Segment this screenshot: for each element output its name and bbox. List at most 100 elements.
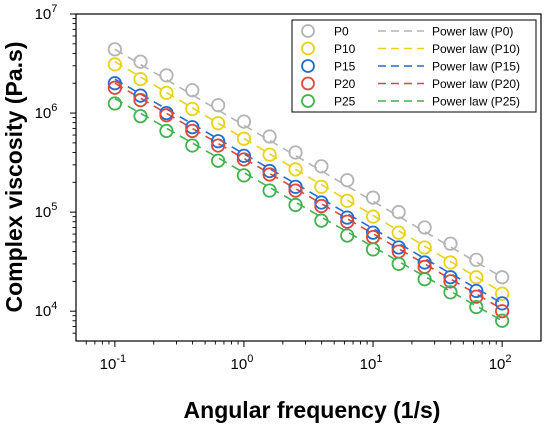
data-point-p25 [314,213,329,228]
data-point-p20 [159,108,174,123]
data-point-p25 [288,197,303,213]
legend-fit-label-p0: Power law (P0) [432,25,513,39]
data-point-p15 [443,270,458,285]
data-point-p10 [469,270,484,285]
data-point-p25 [159,123,174,139]
legend-marker-p10 [301,41,315,56]
data-point-p20 [443,274,458,289]
legend-fit-label-p10: Power law (P10) [432,42,520,56]
fit-lines-group [114,48,503,322]
legend: P0 Power law (P0) P10 Power law (P10) P15 Pow… [291,19,537,113]
data-point-p0 [495,270,510,285]
data-point-p0 [314,159,329,174]
data-point-p0 [211,98,226,113]
data-point-p15 [288,179,303,194]
data-point-p15 [133,88,148,103]
data-point-p25 [417,272,432,287]
data-point-p20 [288,183,303,198]
ticks-group: 10-1 100 101 102 104 105 106 107 [35,3,512,373]
x-tick-label: 102 [489,353,512,373]
plot-frame-group [75,13,542,342]
data-point-p25 [107,96,122,111]
data-point-p20 [107,80,122,95]
data-point-p0 [262,129,277,144]
legend-fit-label-p20: Power law (P20) [432,77,520,91]
data-point-p0 [417,220,432,235]
x-tick-label: 101 [360,353,383,373]
data-point-p15 [469,283,484,299]
data-point-p10 [417,240,432,255]
data-point-p20 [211,138,226,153]
y-tick-label: 104 [35,300,58,320]
data-point-p10 [365,209,381,224]
data-point-p0 [133,54,148,69]
data-point-p15 [365,225,381,240]
plot-area-border [75,13,542,342]
y-tick-label: 105 [35,201,58,221]
data-point-p20 [185,123,200,139]
data-point-p15 [495,296,510,311]
y-tick-label: 106 [35,102,58,122]
data-point-p10 [262,147,277,162]
data-point-p0 [469,252,484,267]
data-point-p0 [340,173,355,188]
legend-fit-label-p25: Power law (P25) [432,95,520,109]
legend-marker-p15 [301,59,315,73]
data-point-p25 [133,109,148,124]
data-point-p15 [314,195,329,210]
data-point-p25 [495,313,510,328]
data-point-p0 [288,145,303,160]
data-point-p10 [443,255,458,270]
data-point-p0 [185,83,200,98]
data-point-p10 [185,101,200,117]
data-point-p20 [262,167,277,182]
legend-label-p15: P15 [334,60,356,74]
legend-label-p25: P25 [334,95,356,109]
data-point-p10 [159,85,174,100]
data-point-p15 [391,240,406,255]
fit-line-p10 [114,61,503,294]
legend-box [291,19,537,113]
data-point-p15 [185,120,200,135]
data-point-p10 [288,162,303,177]
data-point-p10 [314,179,329,194]
data-point-p20 [495,304,510,319]
x-tick-label: 10-1 [100,353,126,373]
legend-label-p20: P20 [334,77,356,91]
data-point-p25 [262,183,277,198]
y-axis-label: Complex viscosity (Pa.s) [1,42,27,313]
data-point-p0 [236,114,252,129]
data-point-p0 [159,68,174,83]
data-point-p25 [469,299,484,315]
data-point-p20 [133,93,148,108]
data-point-p25 [340,228,355,243]
data-point-p10 [211,116,226,131]
legend-marker-p25 [301,94,315,108]
data-point-p15 [340,210,355,225]
data-point-p10 [107,57,122,72]
data-point-p0 [107,42,122,57]
data-point-p10 [340,193,355,208]
data-point-p20 [236,152,252,167]
data-point-p25 [443,285,458,300]
data-point-p15 [236,148,252,163]
data-point-p25 [211,153,226,168]
data-point-p25 [236,168,252,183]
x-tick-label: 100 [231,353,254,373]
data-point-p10 [236,131,252,146]
data-point-p25 [185,138,200,153]
data-point-p15 [417,255,432,270]
data-point-p10 [495,286,510,301]
x-axis-label: Angular frequency (1/s) [184,397,441,423]
data-point-p10 [133,72,148,87]
legend-marker-p0 [301,24,315,38]
legend-marker-p20 [301,76,315,91]
legend-fit-label-p15: Power law (P15) [432,60,520,74]
data-point-p20 [340,214,355,229]
data-point-p0 [391,205,406,220]
data-point-p20 [314,199,329,214]
data-point-p0 [443,236,458,251]
legend-label-p10: P10 [334,42,356,56]
